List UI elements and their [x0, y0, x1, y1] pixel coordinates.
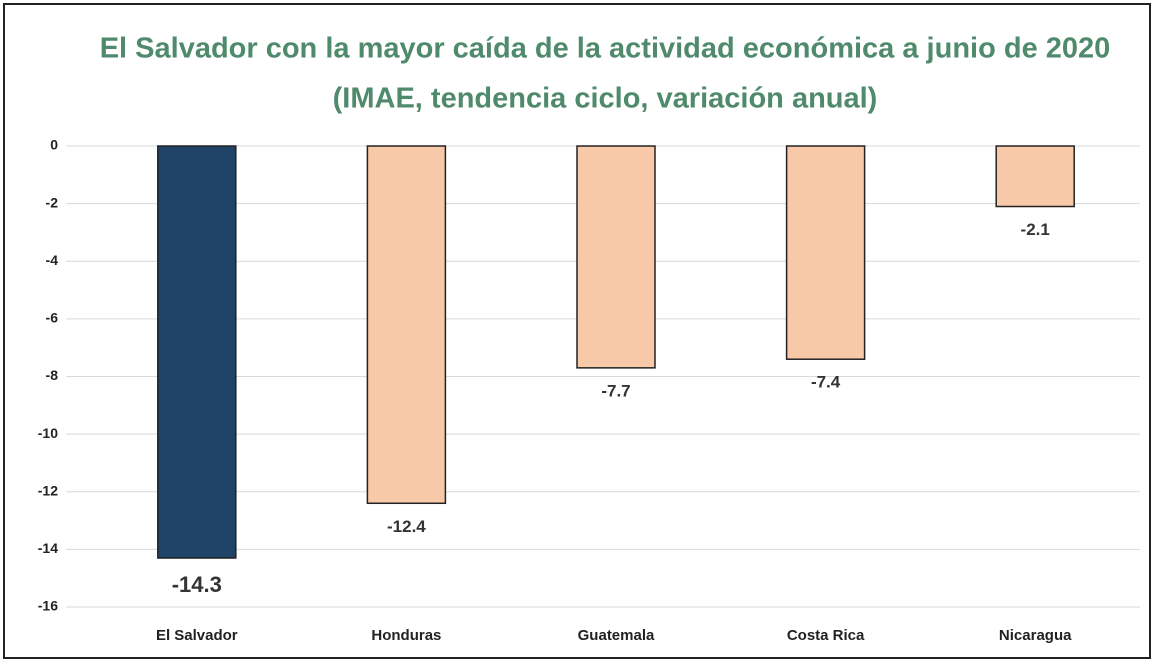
x-tick-label: Guatemala — [578, 627, 655, 644]
value-label: -14.3 — [172, 572, 222, 597]
y-tick-label: -8 — [46, 367, 59, 383]
value-label: -12.4 — [387, 517, 426, 536]
y-tick-label: -10 — [38, 425, 58, 441]
y-tick-label: 0 — [50, 137, 58, 153]
y-tick-label: -16 — [38, 598, 58, 614]
y-tick-label: -6 — [46, 310, 59, 326]
chart-title: El Salvador con la mayor caída de la act… — [100, 33, 1111, 65]
x-tick-label: Costa Rica — [787, 627, 865, 644]
value-label: -2.1 — [1021, 220, 1050, 239]
y-tick-label: -14 — [38, 540, 58, 556]
x-tick-label: Nicaragua — [999, 627, 1072, 644]
bar — [366, 145, 447, 505]
x-tick-label: El Salvador — [156, 627, 238, 644]
chart-subtitle: (IMAE, tendencia ciclo, variación anual) — [333, 83, 878, 115]
y-tick-label: -2 — [46, 194, 59, 210]
value-label: -7.4 — [811, 373, 841, 392]
y-tick-label: -12 — [38, 482, 58, 498]
bar — [157, 145, 237, 559]
x-tick-label: Honduras — [371, 627, 441, 644]
value-label: -7.7 — [601, 381, 630, 400]
bar — [995, 145, 1075, 208]
bar — [785, 145, 866, 360]
bar — [576, 145, 656, 369]
y-tick-label: -4 — [46, 252, 59, 268]
